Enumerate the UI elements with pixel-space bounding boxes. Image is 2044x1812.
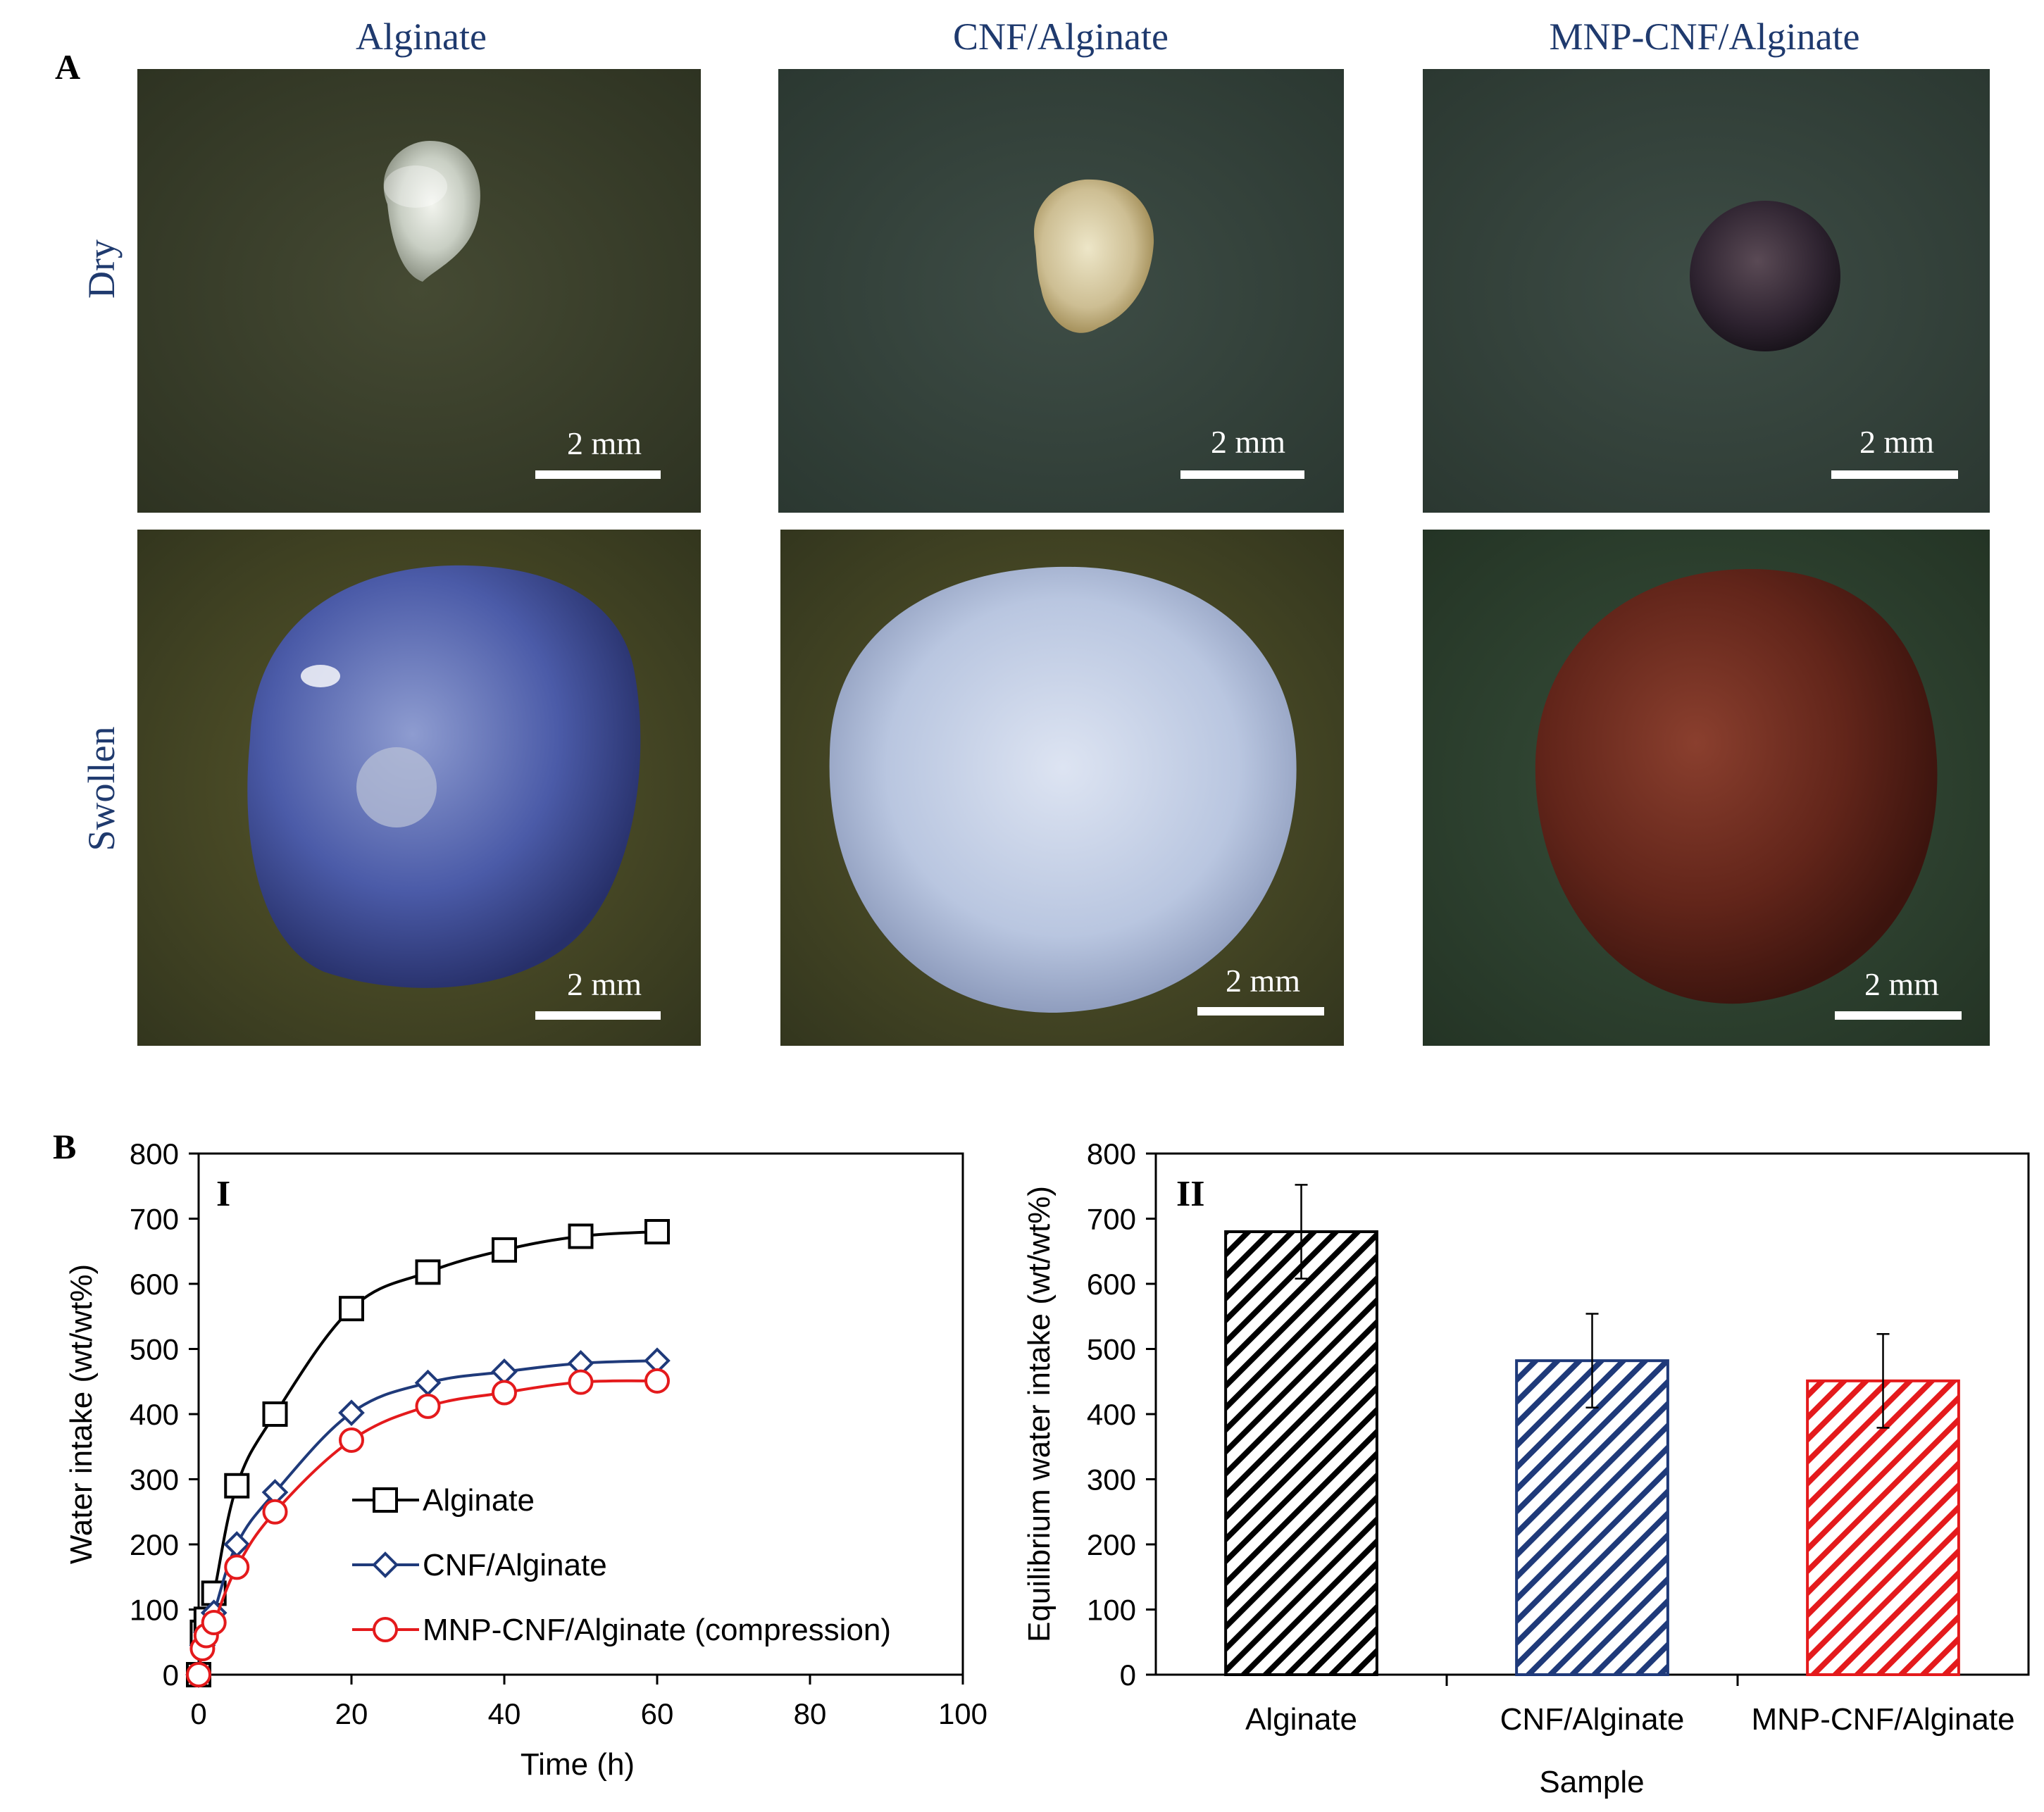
legend-item: MNP-CNF/Alginate (compression): [352, 1613, 891, 1647]
data-point: [491, 1358, 518, 1385]
series-line: [197, 1230, 658, 1675]
scale-bar: [1180, 470, 1304, 479]
panel-a-label: A: [55, 47, 80, 87]
data-point: [339, 1427, 364, 1453]
data-point: [201, 1610, 227, 1635]
x-tick-label: 60: [641, 1697, 674, 1730]
data-point: [644, 1368, 670, 1394]
photo-dry-alginate: 2 mm: [137, 69, 701, 513]
y-tick-label: 600: [130, 1268, 179, 1301]
photo-dry-mnp-cnf-alginate: 2 mm: [1423, 69, 1990, 513]
scale-bar-label: 2 mm: [1226, 963, 1300, 999]
x-axis-title: Time (h): [521, 1747, 635, 1782]
chart-equilibrium-water-intake: II 0 100 200 300 400 500 600 700 800 Alginate CNF…: [1022, 1137, 2030, 1799]
legend-label: Alginate: [423, 1483, 535, 1518]
scale-bar-label: 2 mm: [1859, 424, 1934, 460]
legend-marker: [373, 1487, 398, 1513]
scale-bar: [1835, 1011, 1962, 1020]
data-point: [414, 1369, 442, 1397]
y-tick-label: 300: [130, 1463, 179, 1497]
y-tick-label: 100: [1087, 1594, 1136, 1627]
x-tick-label: 40: [488, 1697, 521, 1730]
data-point: [186, 1662, 211, 1687]
photo-swollen-alginate: 2 mm: [137, 530, 701, 1046]
row-label-swollen: Swollen: [80, 726, 123, 851]
data-point: [415, 1393, 441, 1419]
x-tick-label: 20: [335, 1697, 368, 1730]
y-tick-label: 200: [130, 1528, 179, 1561]
scale-bar: [1197, 1007, 1324, 1016]
y-tick-label: 800: [130, 1137, 179, 1170]
bar: [1224, 1230, 1378, 1676]
y-tick-label: 400: [1087, 1398, 1136, 1431]
data-point: [644, 1219, 670, 1244]
y-tick-label: 800: [1087, 1137, 1136, 1170]
legend-marker: [373, 1617, 398, 1642]
data-point: [224, 1473, 250, 1499]
panel-b-label: B: [53, 1127, 76, 1166]
x-tick-label: 0: [190, 1697, 206, 1730]
y-tick-label: 300: [1087, 1463, 1136, 1497]
y-tick-label: 600: [1087, 1268, 1136, 1301]
bar: [1806, 1379, 1960, 1676]
bar-group: CNF/Alginate: [1500, 1313, 1685, 1737]
panel-label-ii: II: [1176, 1174, 1204, 1214]
data-point: [492, 1380, 517, 1406]
x-tick-label: MNP-CNF/Alginate: [1751, 1702, 2014, 1737]
legend-item: Alginate: [352, 1483, 535, 1518]
panel-label-i: I: [216, 1174, 230, 1214]
legend: Alginate CNF/Alginate MNP-CNF/Alginate (co…: [352, 1483, 891, 1647]
column-title-cnf-alginate: CNF/Alginate: [953, 15, 1169, 58]
data-point: [339, 1296, 364, 1322]
data-point: [492, 1237, 517, 1263]
series-mnp-cnf-alginate-compression-: [186, 1368, 670, 1687]
y-tick-label: 400: [130, 1398, 179, 1431]
scale-bar-label: 2 mm: [567, 425, 642, 461]
y-tick-label: 700: [1087, 1203, 1136, 1236]
y-axis-title: Equilibrium water intake (wt/wt%): [1022, 1186, 1057, 1642]
y-axis-title: Water intake (wt/wt%): [64, 1264, 99, 1564]
y-tick-label: 700: [130, 1203, 179, 1236]
scale-bar-label: 2 mm: [567, 966, 642, 1002]
legend-marker: [372, 1551, 399, 1578]
photo-swollen-cnf-alginate: 2 mm: [780, 530, 1344, 1046]
data-point: [224, 1554, 250, 1580]
y-tick-label: 100: [130, 1594, 179, 1627]
data-point: [262, 1401, 288, 1427]
column-title-alginate: Alginate: [356, 15, 487, 58]
photo-swollen-mnp-cnf-alginate: 2 mm: [1423, 530, 1990, 1046]
bar-group: Alginate: [1224, 1184, 1378, 1737]
data-point: [415, 1259, 441, 1285]
chart-water-intake-vs-time: I 0 100 200 300 400 500 600 700 800 0 20 40 60 80 100…: [64, 1137, 987, 1782]
scale-bar: [535, 1011, 661, 1020]
y-tick-label: 500: [130, 1333, 179, 1366]
legend-item: CNF/Alginate: [352, 1548, 607, 1582]
x-tick-label: Alginate: [1245, 1702, 1357, 1737]
column-title-mnp-cnf-alginate: MNP-CNF/Alginate: [1549, 15, 1859, 58]
bar-group: MNP-CNF/Alginate: [1751, 1332, 2015, 1737]
row-label-dry: Dry: [80, 239, 123, 299]
y-tick-label: 0: [1120, 1658, 1136, 1692]
data-point: [568, 1223, 594, 1249]
data-point: [262, 1499, 288, 1525]
scale-bar: [535, 470, 661, 479]
photo-dry-cnf-alginate: 2 mm: [778, 69, 1344, 513]
data-point: [338, 1399, 365, 1426]
scale-bar: [1831, 470, 1958, 479]
y-tick-label: 500: [1087, 1333, 1136, 1366]
x-axis-title: Sample: [1539, 1765, 1644, 1799]
bar: [1515, 1359, 1669, 1677]
scale-bar-label: 2 mm: [1864, 966, 1939, 1002]
legend-label: MNP-CNF/Alginate (compression): [423, 1613, 891, 1647]
scale-bar-label: 2 mm: [1211, 424, 1285, 460]
x-tick-label: 80: [794, 1697, 827, 1730]
y-tick-label: 200: [1087, 1528, 1136, 1561]
x-tick-label: 100: [938, 1697, 987, 1730]
data-point: [568, 1369, 594, 1395]
y-tick-label: 0: [163, 1658, 179, 1692]
x-tick-label: CNF/Alginate: [1500, 1702, 1685, 1737]
legend-label: CNF/Alginate: [423, 1548, 607, 1582]
